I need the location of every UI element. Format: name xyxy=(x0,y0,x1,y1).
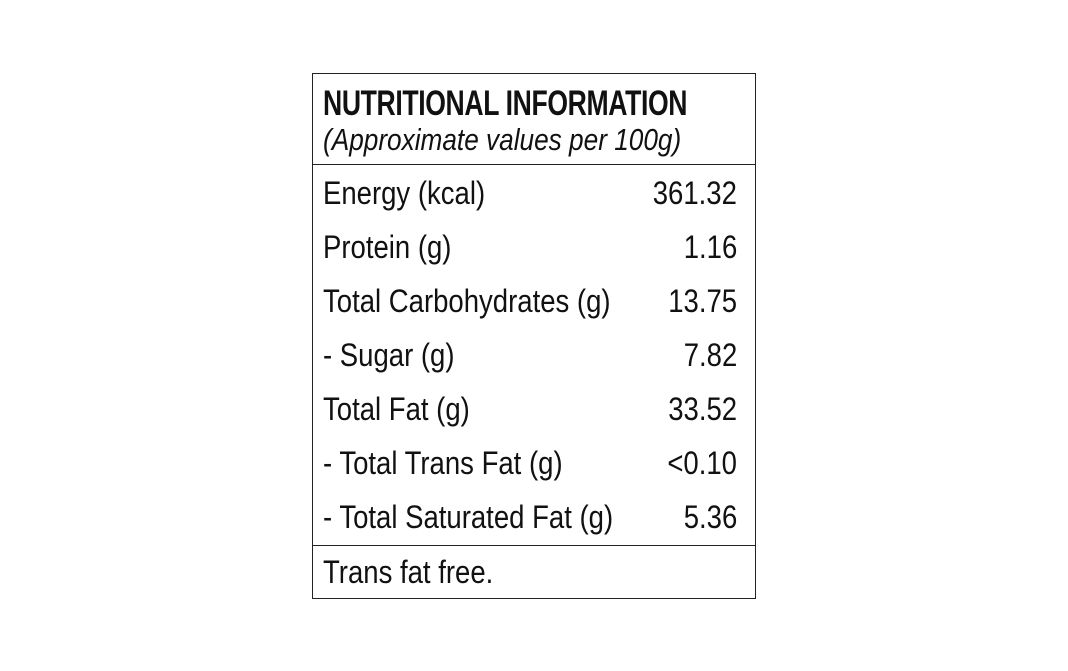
footer-note: Trans fat free. xyxy=(323,554,494,590)
nutrient-value: <0.10 xyxy=(667,445,737,481)
nutrient-name: - Total Saturated Fat (g) xyxy=(323,499,614,535)
divider xyxy=(313,545,755,546)
nutrient-name: - Sugar (g) xyxy=(323,337,455,373)
divider xyxy=(313,164,755,165)
nutrient-value: 7.82 xyxy=(683,337,737,373)
nutrient-name: - Total Trans Fat (g) xyxy=(323,445,563,481)
nutrient-value: 13.75 xyxy=(668,283,737,319)
nutrient-name: Energy (kcal) xyxy=(323,175,486,211)
nutrient-value: 5.36 xyxy=(683,499,737,535)
nutrient-name: Total Fat (g) xyxy=(323,391,470,427)
nutrient-name: Protein (g) xyxy=(323,229,452,265)
nutrient-value: 361.32 xyxy=(652,175,737,211)
nutrient-name: Total Carbohydrates (g) xyxy=(323,283,611,319)
title: NUTRITIONAL INFORMATION xyxy=(323,84,688,123)
subtitle: (Approximate values per 100g) xyxy=(323,122,682,157)
nutrient-value: 1.16 xyxy=(683,229,737,265)
nutrition-label: NUTRITIONAL INFORMATION (Approximate val… xyxy=(312,73,756,599)
nutrient-value: 33.52 xyxy=(668,391,737,427)
